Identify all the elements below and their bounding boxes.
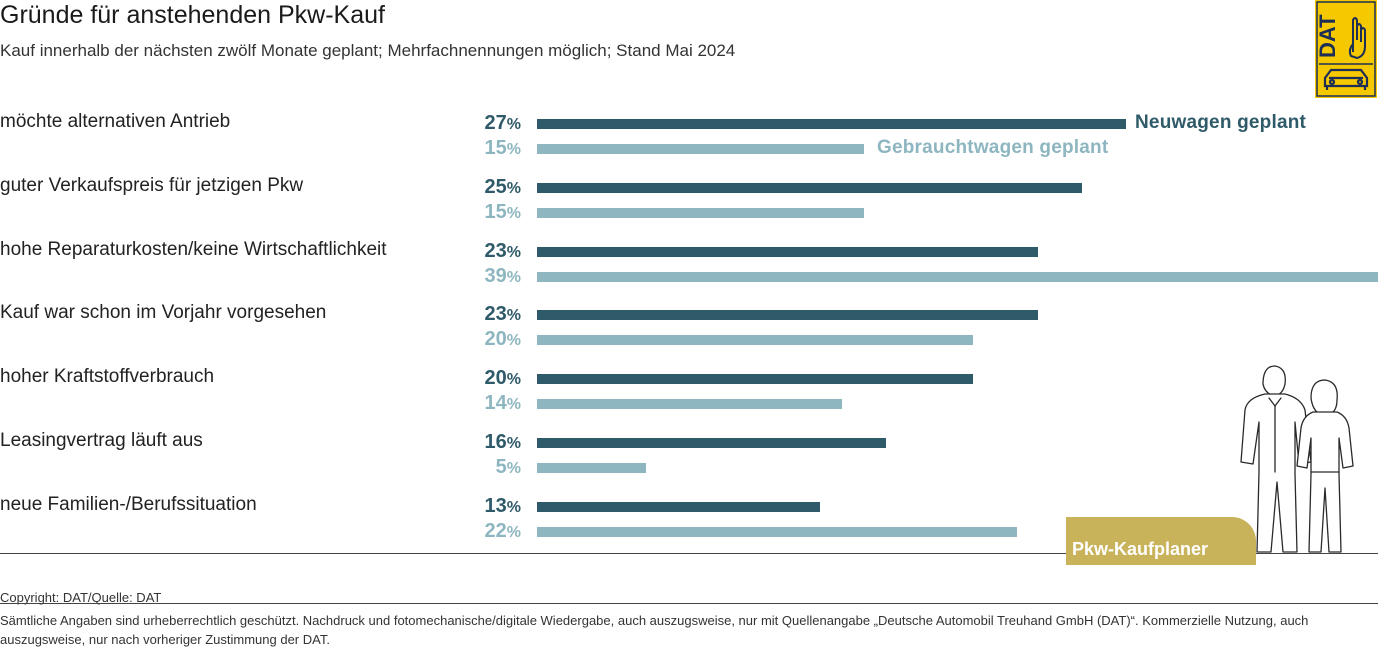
value-unit: %: [506, 332, 521, 350]
kaufplaner-badge-label: Pkw-Kaufplaner: [1072, 539, 1209, 559]
value-unit: %: [506, 307, 521, 325]
value-label-used: 22%: [0, 519, 521, 545]
man-figure: [1240, 365, 1312, 553]
kaufplaner-badge: [1066, 517, 1256, 565]
category-label: neue Familien-/Berufssituation: [0, 493, 257, 515]
category-label: hoher Kraftstoffverbrauch: [0, 366, 215, 388]
chart-subtitle: Kauf innerhalb der nächsten zwölf Monate…: [0, 41, 736, 60]
woman-figure: [1296, 379, 1354, 553]
baseline-divider: [0, 553, 1378, 554]
value-label-new: 27%: [0, 111, 521, 137]
value-number: 25: [484, 175, 507, 198]
bar-new: [537, 374, 973, 385]
value-unit: %: [506, 141, 521, 158]
category-label: hohe Reparaturkosten/keine Wirtschaftlic…: [0, 238, 387, 260]
bar-used: [537, 526, 1017, 537]
footer-divider: [0, 603, 1378, 604]
value-label-used: 15%: [0, 136, 521, 162]
value-number: 5: [495, 456, 507, 478]
legend-used: Gebrauchtwagen geplant: [877, 137, 1109, 158]
value-number: 23: [484, 239, 507, 262]
logo-frame: [1316, 1, 1376, 97]
value-unit: %: [506, 204, 521, 222]
value-unit: %: [506, 243, 521, 261]
bar-used: [537, 463, 646, 473]
value-number: 23: [484, 303, 507, 326]
legal-note: Sämtliche Angaben sind urheberrechtlich …: [0, 613, 1309, 647]
bar-used: [537, 399, 842, 410]
value-unit: %: [506, 435, 521, 452]
category-label: guter Verkaufspreis für jetzigen Pkw: [0, 174, 304, 196]
bar-new: [537, 438, 886, 448]
value-number: 16: [484, 431, 507, 453]
value-number: 14: [484, 392, 507, 415]
car-icon: [1323, 68, 1369, 90]
value-label-used: 15%: [0, 200, 521, 226]
value-number: 20: [484, 367, 507, 390]
bar-used: [537, 271, 1378, 282]
chart-title: Gründe für anstehenden Pkw-Kauf: [0, 1, 385, 29]
bar-new: [537, 246, 1038, 257]
category-label: Leasingvertrag läuft aus: [0, 430, 203, 451]
legend-new: Neuwagen geplant: [1135, 112, 1307, 133]
dat-logo: DAT: [1315, 0, 1377, 98]
category-label: möchte alternativen Antrieb: [0, 111, 231, 132]
bar-new: [537, 182, 1082, 193]
value-unit: %: [506, 396, 521, 414]
bar-new: [537, 501, 820, 512]
value-label-new: 23%: [0, 239, 521, 265]
value-unit: %: [506, 116, 521, 133]
bar-used: [537, 207, 864, 218]
value-number: 27: [484, 112, 507, 134]
value-label-used: 20%: [0, 327, 521, 353]
value-label-used: 14%: [0, 391, 521, 417]
value-label-new: 20%: [0, 366, 521, 392]
value-number: 22: [484, 519, 507, 542]
bar-new: [537, 310, 1038, 321]
copyright-note: Copyright: DAT/Quelle: DAT: [0, 590, 162, 605]
value-number: 15: [484, 200, 507, 223]
value-unit: %: [506, 371, 521, 389]
value-number: 15: [484, 137, 507, 159]
value-unit: %: [506, 523, 521, 541]
value-unit: %: [506, 498, 521, 516]
value-unit: %: [506, 268, 521, 286]
value-number: 20: [484, 328, 507, 351]
value-unit: %: [506, 460, 521, 477]
value-label-used: 5%: [0, 455, 521, 481]
people-illustration: [1240, 365, 1354, 553]
category-label: Kauf war schon im Vorjahr vorgesehen: [0, 302, 327, 324]
logo-text: DAT: [1315, 14, 1340, 58]
bar-used: [537, 335, 973, 346]
bar-new: [537, 119, 1126, 129]
hand-icon: [1348, 17, 1366, 60]
value-label-new: 13%: [0, 494, 521, 520]
value-number: 13: [484, 494, 507, 517]
value-label-new: 23%: [0, 302, 521, 328]
bar-used: [537, 144, 864, 154]
value-number: 39: [484, 264, 507, 287]
value-label-used: 39%: [0, 264, 521, 290]
value-label-new: 16%: [0, 430, 521, 456]
value-unit: %: [506, 179, 521, 197]
value-label-new: 25%: [0, 175, 521, 201]
